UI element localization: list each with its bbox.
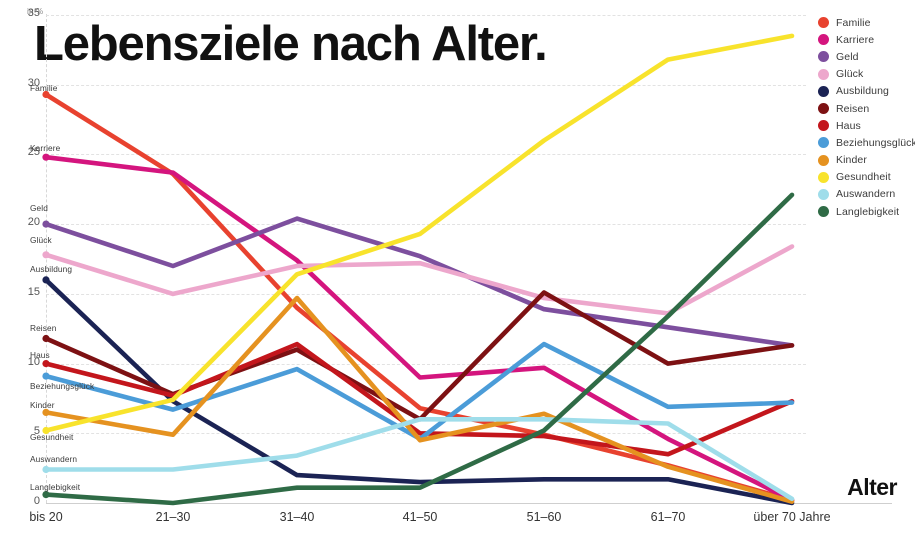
series-line-reisen — [43, 290, 795, 422]
legend-item-ausbildung[interactable]: Ausbildung — [818, 83, 913, 100]
legend-color-swatch-icon — [818, 188, 829, 200]
y-axis-tick-label: 35 — [27, 7, 40, 19]
y-axis-tick-label: 25 — [27, 146, 40, 159]
gridline-vertical — [46, 14, 47, 503]
legend-item-label: Karriere — [836, 33, 875, 46]
inline-series-label: Auswandern — [30, 454, 78, 464]
legend-item-reisen[interactable]: Reisen — [818, 100, 913, 117]
series-start-marker — [42, 334, 50, 343]
legend-color-swatch-icon — [818, 171, 829, 183]
series-start-marker — [42, 220, 50, 228]
x-axis-tick-label: 41–50 — [402, 510, 438, 524]
inline-series-label: Gesundheit — [30, 432, 74, 442]
y-axis-tick-label: 0 — [33, 495, 40, 507]
series-line-geld — [43, 216, 795, 348]
series-start-marker — [42, 90, 50, 99]
legend-item-label: Geld — [836, 50, 859, 63]
gridline-horizontal — [46, 84, 806, 86]
legend-item-geld[interactable]: Geld — [818, 48, 913, 65]
series-line-langlebigkeit — [43, 192, 795, 506]
inline-series-label: Haus — [30, 350, 50, 360]
legend-color-swatch-icon — [818, 85, 829, 97]
legend-color-swatch-icon — [818, 120, 829, 132]
series-start-marker — [42, 153, 50, 161]
legend-item-label: Langlebigkeit — [836, 205, 900, 218]
y-axis-unit-label: in % — [27, 7, 44, 16]
legend-item-label: Gesundheit — [836, 171, 891, 184]
legend-item-karriere[interactable]: Karriere — [818, 31, 913, 48]
legend-item-langlebigkeit[interactable]: Langlebigkeit — [818, 203, 913, 220]
series-start-marker — [42, 360, 50, 368]
legend-color-swatch-icon — [818, 137, 829, 149]
series-line-haus — [43, 341, 795, 457]
x-axis-tick-label: über 70 Jahre — [753, 510, 831, 524]
legend-item-gesundheit[interactable]: Gesundheit — [818, 169, 913, 186]
inline-series-label: Familie — [30, 83, 58, 93]
series-start-marker — [42, 408, 50, 416]
series-line-karriere — [43, 154, 795, 503]
legend-item-label: Reisen — [836, 102, 870, 115]
y-axis-tick-label: 30 — [27, 76, 40, 89]
inline-series-label: Reisen — [30, 323, 57, 333]
legend-color-swatch-icon — [818, 51, 829, 63]
inline-series-label: Geld — [30, 203, 48, 213]
legend-color-swatch-icon — [818, 17, 829, 29]
series-start-marker — [42, 491, 50, 499]
y-axis-tick-label: 15 — [27, 285, 40, 298]
legend-item-beziehungsglück[interactable]: Beziehungsglück — [818, 134, 915, 151]
legend-color-swatch-icon — [818, 34, 829, 46]
legend-item-label: Beziehungsglück — [836, 136, 915, 149]
x-axis-baseline — [46, 503, 892, 504]
inline-series-label: Ausbildung — [30, 264, 73, 274]
legend-color-swatch-icon — [818, 154, 829, 166]
legend-item-haus[interactable]: Haus — [818, 117, 913, 134]
inline-series-label: Beziehungsglück — [30, 381, 95, 391]
x-axis-tick-label: 61–70 — [650, 510, 686, 524]
legend: Familie Karriere Geld Glück Ausbildung Reisen… — [818, 14, 915, 220]
y-axis-tick-label: 20 — [27, 216, 40, 229]
legend-color-swatch-icon — [818, 68, 829, 80]
inline-series-label: Kinder — [30, 400, 55, 410]
x-axis-title: Alter — [847, 474, 897, 500]
x-axis-tick-label: 31–40 — [279, 510, 315, 524]
legend-item-label: Ausbildung — [836, 85, 889, 98]
x-axis-tick-label: bis 20 — [29, 510, 63, 524]
inline-series-label: Karriere — [30, 143, 61, 153]
legend-item-label: Familie — [836, 16, 871, 29]
series-start-marker — [42, 276, 50, 284]
legend-item-label: Auswandern — [836, 188, 896, 201]
inline-series-label: Langlebigkeit — [30, 482, 81, 492]
inline-series-label: Glück — [30, 235, 52, 245]
y-axis-tick-label: 10 — [27, 355, 40, 368]
legend-item-auswandern[interactable]: Auswandern — [818, 186, 913, 203]
gridline-horizontal — [46, 15, 806, 16]
legend-color-swatch-icon — [818, 103, 829, 115]
legend-item-label: Glück — [836, 68, 864, 81]
y-axis-tick-label: 5 — [33, 425, 40, 438]
legend-item-label: Kinder — [836, 154, 867, 167]
page-title: Lebensziele nach Alter. — [34, 17, 548, 71]
legend-item-label: Haus — [836, 119, 861, 132]
gridline-horizontal — [46, 154, 806, 156]
gridline-horizontal — [46, 293, 806, 295]
gridline-horizontal — [46, 363, 806, 365]
series-start-marker — [42, 465, 50, 474]
legend-item-glück[interactable]: Glück — [818, 66, 913, 83]
legend-color-swatch-icon — [818, 206, 829, 218]
x-axis-tick-label: 21–30 — [155, 510, 191, 524]
series-line-gesundheit — [43, 33, 795, 433]
series-start-marker — [42, 372, 50, 380]
series-line-auswandern — [43, 416, 795, 502]
legend-item-kinder[interactable]: Kinder — [818, 152, 913, 169]
x-axis-tick-label: 51–60 — [526, 510, 562, 524]
series-start-marker — [42, 251, 50, 259]
series-start-marker — [42, 426, 50, 435]
legend-item-familie[interactable]: Familie — [818, 14, 913, 31]
series-line-kinder — [43, 295, 795, 504]
gridline-horizontal — [46, 224, 806, 226]
